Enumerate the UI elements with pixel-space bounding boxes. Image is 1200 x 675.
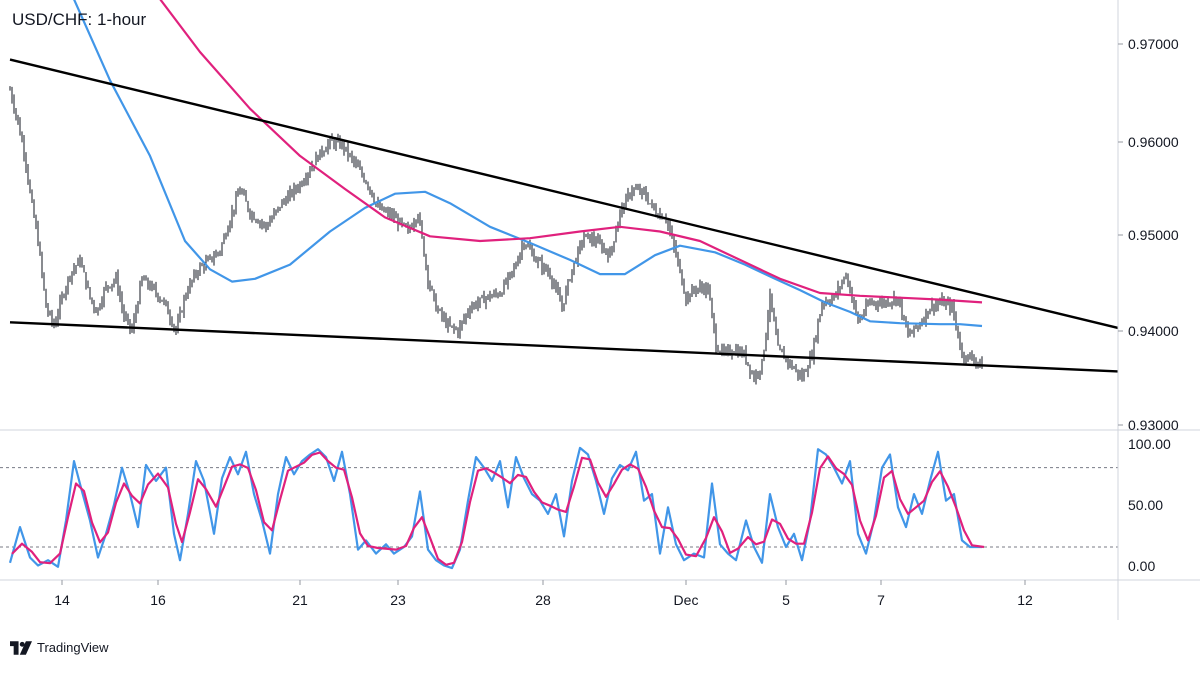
- price-tick-label: 0.97000: [1128, 36, 1179, 52]
- trendlines: [9, 58, 1119, 373]
- stochastic-k-line: [8, 446, 982, 570]
- price-tick-label: 0.95000: [1128, 227, 1179, 243]
- chart-title: USD/CHF: 1-hour: [12, 10, 147, 29]
- support-trendline: [9, 321, 1119, 373]
- stochastic-oscillator: [8, 446, 985, 570]
- stochastic-d-line: [11, 451, 985, 566]
- time-tick-label: 28: [535, 592, 551, 608]
- oscillator-tick-label: 100.00: [1128, 436, 1171, 452]
- time-tick-label: Dec: [674, 592, 699, 608]
- grid: [0, 467, 1118, 548]
- price-tick-label: 0.96000: [1128, 134, 1179, 150]
- time-tick-label: 7: [877, 592, 885, 608]
- price-tick-label: 0.93000: [1128, 417, 1179, 433]
- time-tick-label: 23: [390, 592, 406, 608]
- moving-average-fast: [73, 0, 983, 328]
- axes: 0.97000 0.96000 0.95000 0.94000 0.93000 100.0…: [0, 0, 1200, 620]
- price-candles: [9, 86, 983, 385]
- time-tick-label: 21: [292, 592, 308, 608]
- tradingview-logo-icon: [10, 640, 32, 655]
- price-tick-label: 0.94000: [1128, 323, 1179, 339]
- time-tick-label: 12: [1017, 592, 1033, 608]
- resistance-trendline: [9, 58, 1119, 330]
- brand-name: TradingView: [37, 640, 109, 655]
- time-tick-label: 14: [54, 592, 70, 608]
- moving-average-slow: [159, 0, 983, 304]
- oscillator-tick-label: 0.00: [1128, 558, 1155, 574]
- time-tick-label: 5: [782, 592, 790, 608]
- time-tick-label: 16: [150, 592, 166, 608]
- moving-averages: [73, 0, 983, 328]
- oscillator-tick-label: 50.00: [1128, 497, 1163, 513]
- tradingview-logo: TradingView: [10, 640, 109, 655]
